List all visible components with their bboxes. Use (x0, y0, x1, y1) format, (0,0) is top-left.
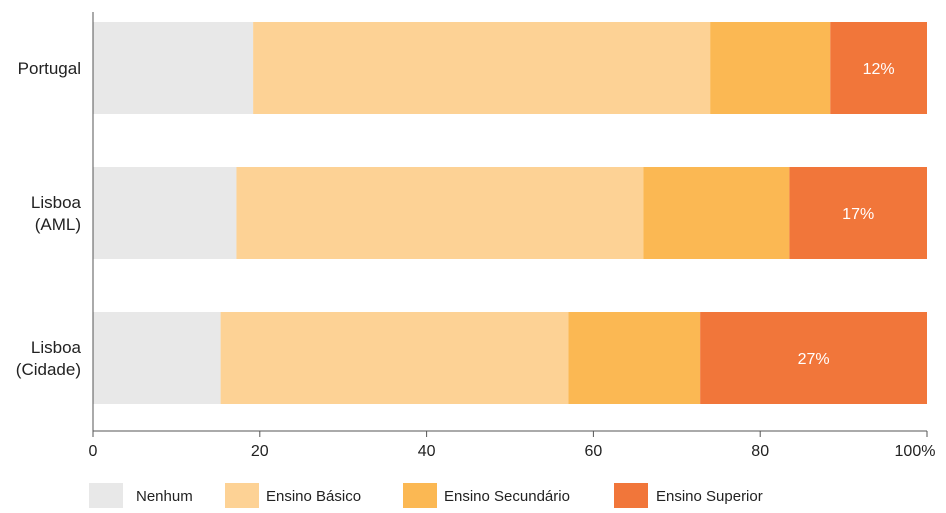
x-tick-label-2: 40 (418, 443, 436, 460)
legend-swatch-ensino-superior (614, 483, 648, 508)
legend-label-ensino-b-sico: Ensino Básico (266, 488, 361, 505)
bar-segment-nenhum-1 (93, 167, 237, 259)
legend-label-nenhum: Nenhum (136, 488, 193, 505)
bar-segment-ensino-secund-rio-2 (568, 312, 701, 404)
legend-label-ensino-superior: Ensino Superior (656, 488, 763, 505)
legend-swatch-nenhum (89, 483, 123, 508)
bars-layer: 12% 17% 27% (93, 22, 927, 404)
data-label-0: 12% (863, 61, 895, 78)
bar-segment-ensino-superior-2 (700, 312, 927, 404)
x-tick-label-3: 60 (585, 443, 603, 460)
legend: Nenhum Ensino Básico Ensino Secundário Ensi… (89, 483, 763, 508)
axis-layer: 0 20 40 60 80 100% (89, 12, 936, 460)
legend-swatch-ensino-secund-rio (403, 483, 437, 508)
legend-swatch-ensino-b-sico (225, 483, 259, 508)
bar-segment-ensino-b-sico-0 (253, 22, 711, 114)
data-label-1: 17% (842, 206, 874, 223)
category-label-2-0: Lisboa (31, 338, 82, 357)
x-tick-label-0: 0 (89, 443, 98, 460)
category-label-1-0: Lisboa (31, 193, 82, 212)
category-labels: Portugal Lisboa (AML) Lisboa (Cidade) (16, 59, 82, 379)
bar-segment-nenhum-2 (93, 312, 221, 404)
category-label-1-1: (AML) (35, 215, 81, 234)
legend-label-ensino-secund-rio: Ensino Secundário (444, 488, 570, 505)
data-label-2: 27% (798, 351, 830, 368)
bar-segment-ensino-secund-rio-1 (643, 167, 790, 259)
bar-segment-ensino-b-sico-1 (236, 167, 644, 259)
category-label-0-0: Portugal (18, 59, 81, 78)
x-tick-label-1: 20 (251, 443, 269, 460)
x-tick-label-4: 80 (751, 443, 769, 460)
x-tick-label-5: 100% (895, 443, 936, 460)
bar-segment-ensino-superior-1 (789, 167, 927, 259)
category-label-2-1: (Cidade) (16, 360, 81, 379)
bar-segment-ensino-secund-rio-0 (710, 22, 831, 114)
bar-segment-ensino-superior-0 (830, 22, 927, 114)
bar-segment-nenhum-0 (93, 22, 254, 114)
bar-segment-ensino-b-sico-2 (220, 312, 569, 404)
